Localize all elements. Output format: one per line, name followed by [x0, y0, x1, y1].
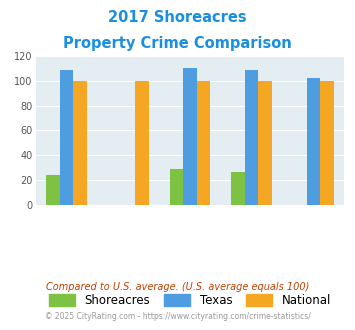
Text: © 2025 CityRating.com - https://www.cityrating.com/crime-statistics/: © 2025 CityRating.com - https://www.city…	[45, 312, 310, 321]
Bar	[73, 81, 87, 205]
Bar	[307, 78, 320, 205]
Bar	[258, 81, 272, 205]
Bar	[320, 81, 334, 205]
Bar	[60, 70, 73, 205]
Bar	[183, 68, 197, 205]
Bar	[170, 169, 183, 205]
Text: 2017 Shoreacres: 2017 Shoreacres	[108, 10, 247, 25]
Bar	[231, 172, 245, 205]
Bar	[135, 81, 148, 205]
Legend: Shoreacres, Texas, National: Shoreacres, Texas, National	[43, 288, 337, 313]
Bar	[46, 175, 60, 205]
Bar	[197, 81, 210, 205]
Bar	[245, 70, 258, 205]
Text: Property Crime Comparison: Property Crime Comparison	[63, 36, 292, 51]
Text: Compared to U.S. average. (U.S. average equals 100): Compared to U.S. average. (U.S. average …	[46, 282, 309, 292]
